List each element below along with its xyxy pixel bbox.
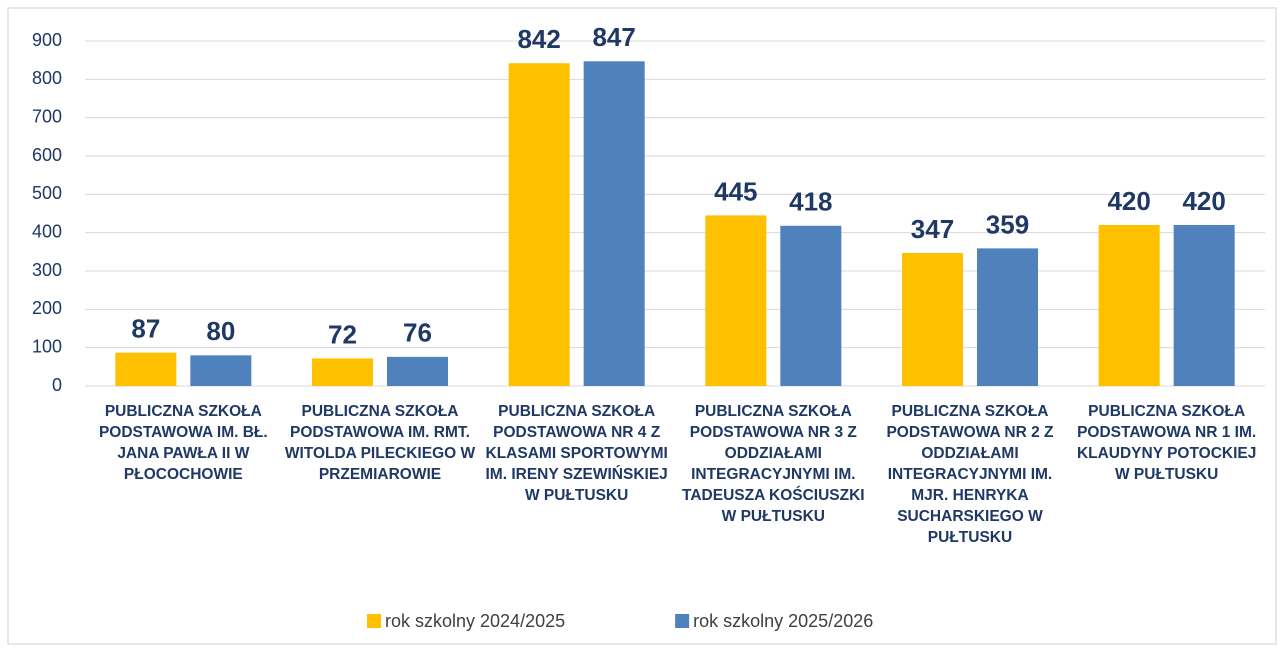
bar — [508, 63, 570, 386]
x-tick-label: PUBLICZNA SZKOŁA PODSTAWOWA IM. BŁ. JANA… — [98, 403, 268, 483]
data-label: 842 — [517, 24, 560, 54]
data-label: 80 — [206, 316, 235, 346]
x-tick-label: PUBLICZNA SZKOŁA PODSTAWOWA NR 1 IM. KLA… — [1076, 403, 1257, 483]
bar — [780, 225, 842, 386]
y-tick-label: 600 — [32, 145, 62, 165]
data-label: 847 — [592, 22, 635, 52]
y-tick-label: 300 — [32, 260, 62, 280]
y-tick-label: 200 — [32, 298, 62, 318]
y-tick-label: 700 — [32, 106, 62, 126]
data-label: 445 — [714, 176, 757, 206]
legend-swatch — [367, 614, 381, 628]
data-label: 87 — [131, 314, 160, 344]
y-tick-label: 900 — [32, 30, 62, 50]
chart-frame — [7, 7, 1277, 645]
data-label: 420 — [1182, 186, 1225, 216]
bar — [902, 252, 963, 386]
data-label: 418 — [789, 187, 832, 217]
data-label: 72 — [328, 319, 357, 349]
y-tick-label: 0 — [52, 375, 62, 395]
legend-swatch — [675, 614, 690, 628]
y-tick-label: 500 — [32, 183, 62, 203]
legend-label: rok szkolny 2025/2026 — [693, 611, 873, 631]
x-tick-label: PUBLICZNA SZKOŁA PODSTAWOWA NR 2 Z ODDZI… — [886, 403, 1054, 546]
y-tick-label: 800 — [32, 68, 62, 88]
bar — [190, 355, 252, 386]
data-label: 420 — [1107, 186, 1150, 216]
bar — [1173, 225, 1235, 386]
bar — [1098, 225, 1160, 386]
bar — [583, 61, 645, 387]
y-tick-label: 100 — [32, 336, 62, 356]
bar — [312, 358, 373, 386]
bar — [705, 215, 767, 386]
data-label: 359 — [986, 209, 1029, 239]
legend-label: rok szkolny 2024/2025 — [385, 611, 565, 631]
y-tick-label: 400 — [32, 221, 62, 241]
x-tick-label: PUBLICZNA SZKOŁA PODSTAWOWA IM. RMT. WIT… — [284, 403, 476, 483]
data-label: 347 — [911, 214, 954, 244]
bar — [387, 356, 448, 386]
data-label: 76 — [403, 318, 432, 348]
bar — [977, 248, 1038, 386]
x-tick-label: PUBLICZNA SZKOŁA PODSTAWOWA NR 4 Z KLASA… — [485, 403, 668, 504]
x-tick-label: PUBLICZNA SZKOŁA PODSTAWOWA NR 3 Z ODDZI… — [682, 403, 865, 525]
bar — [115, 352, 177, 386]
